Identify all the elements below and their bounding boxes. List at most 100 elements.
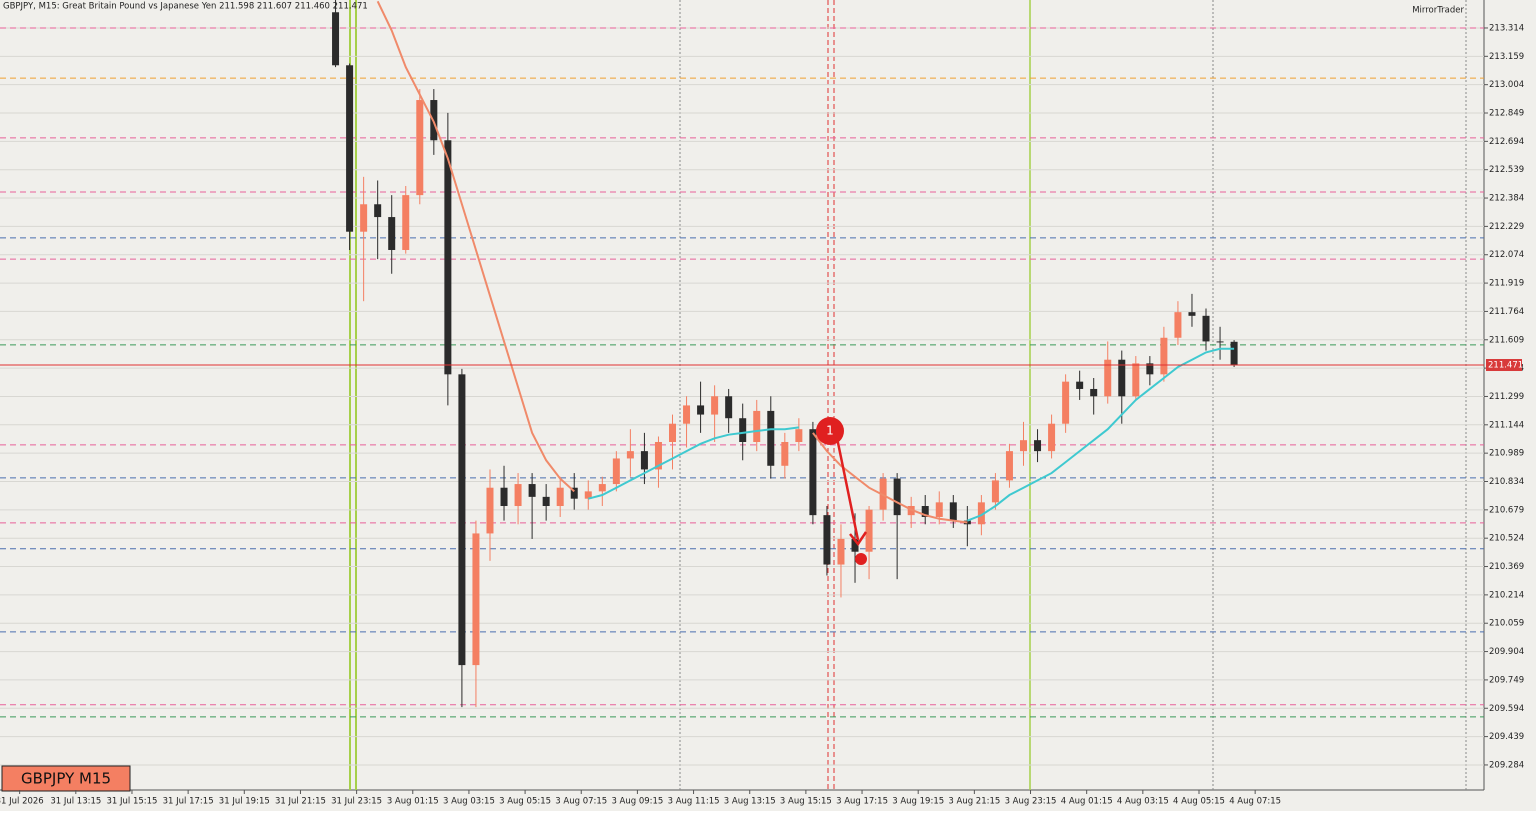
chart-title: GBPJPY, M15: Great Britain Pound vs Japa…	[3, 2, 368, 12]
candle-body	[640, 451, 648, 470]
candle-body	[711, 396, 719, 415]
candle-body	[935, 502, 943, 517]
candle-body	[598, 484, 606, 492]
y-tick-label: 209.904	[1489, 647, 1524, 657]
y-tick-label: 212.074	[1489, 250, 1524, 260]
y-tick-label: 209.284	[1489, 760, 1524, 770]
candle-body	[486, 487, 494, 534]
brand: MirrorTrader	[1412, 6, 1464, 16]
candle-body	[556, 487, 564, 507]
x-tick-label: 4 Aug 07:15	[1229, 797, 1281, 807]
signal-number: 1	[826, 424, 834, 438]
x-tick-label: 3 Aug 21:15	[948, 797, 1000, 807]
y-tick-label: 211.919	[1489, 279, 1524, 289]
y-tick-label: 211.609	[1489, 335, 1524, 345]
symbol-label: GBPJPY M15	[21, 770, 111, 788]
candle-body	[1019, 440, 1027, 452]
y-tick-label: 212.229	[1489, 222, 1524, 232]
candle-body	[570, 487, 578, 499]
signal-badge	[816, 417, 844, 445]
candle-body	[739, 418, 747, 442]
candle-body	[949, 502, 957, 521]
x-tick-label: 4 Aug 01:15	[1061, 797, 1113, 807]
x-tick-label: 3 Aug 19:15	[892, 797, 944, 807]
x-tick-label: 31 Jul 23:15	[331, 797, 382, 807]
candle-body	[1034, 440, 1042, 452]
x-tick-label: 3 Aug 01:15	[387, 797, 439, 807]
candle-body	[626, 451, 634, 459]
signal-dot	[855, 553, 867, 565]
candle-body	[444, 140, 452, 375]
x-tick-label: 4 Aug 03:15	[1117, 797, 1169, 807]
candle-body	[402, 195, 410, 250]
candle-body	[374, 204, 382, 218]
x-tick-label: 31 Jul 17:15	[163, 797, 214, 807]
candle-body	[1062, 381, 1070, 424]
candle-body	[514, 484, 522, 507]
y-tick-label: 210.369	[1489, 562, 1524, 572]
y-tick-label: 212.384	[1489, 194, 1524, 204]
candle-body	[683, 405, 691, 424]
candle-body	[528, 484, 536, 497]
candle-body	[725, 396, 733, 419]
candle-body	[963, 520, 971, 525]
candle-body	[332, 12, 340, 66]
y-tick-label: 211.144	[1489, 420, 1524, 430]
x-tick-label: 3 Aug 11:15	[668, 797, 720, 807]
x-tick-label: 31 Jul 21:15	[275, 797, 326, 807]
candle-body	[612, 458, 620, 485]
candle-body	[1216, 341, 1224, 343]
x-tick-label: 3 Aug 17:15	[836, 797, 888, 807]
candle-body	[360, 204, 368, 232]
arrow	[834, 432, 860, 541]
candle-body	[893, 478, 901, 516]
candle-body	[921, 506, 929, 517]
candle-body	[837, 538, 845, 565]
candle-body	[781, 441, 789, 466]
y-tick-label: 210.059	[1489, 619, 1524, 629]
y-tick-label: 209.749	[1489, 675, 1524, 685]
x-tick-label: 3 Aug 13:15	[724, 797, 776, 807]
y-tick-label: 211.764	[1489, 307, 1524, 317]
y-tick-label: 212.849	[1489, 109, 1524, 119]
candle-body	[823, 515, 831, 565]
x-tick-label: 31 Jul 2026	[0, 797, 44, 807]
y-tick-label: 212.694	[1489, 137, 1524, 147]
price-tag-label: 211.471	[1488, 361, 1523, 371]
candle-body	[1174, 312, 1182, 338]
x-tick-label: 31 Jul 13:15	[50, 797, 101, 807]
y-tick-label: 210.679	[1489, 505, 1524, 515]
plot-area	[0, 0, 1484, 766]
x-tick-label: 31 Jul 15:15	[106, 797, 157, 807]
candle-body	[388, 217, 396, 250]
y-tick-label: 212.539	[1489, 165, 1524, 175]
y-tick-label: 209.594	[1489, 704, 1524, 714]
candle-body	[809, 429, 817, 516]
y-tick-label: 209.439	[1489, 732, 1524, 742]
candle-body	[795, 429, 803, 442]
candle-body	[1005, 451, 1013, 481]
candle-body	[977, 502, 985, 525]
candle-body	[1160, 337, 1168, 375]
candle-body	[1202, 315, 1210, 342]
candle-body	[500, 487, 508, 507]
y-tick-label: 210.524	[1489, 534, 1524, 544]
x-tick-label: 3 Aug 09:15	[611, 797, 663, 807]
candle-body	[1230, 341, 1238, 366]
arrow-head	[849, 531, 868, 547]
x-tick-label: 31 Jul 19:15	[219, 797, 270, 807]
candle-body	[346, 65, 354, 232]
candle-body	[1118, 359, 1126, 397]
y-tick-label: 213.004	[1489, 80, 1524, 90]
y-tick-label: 210.989	[1489, 449, 1524, 459]
candle-body	[416, 100, 424, 196]
candle-body	[851, 538, 859, 552]
candle-body	[991, 480, 999, 503]
candle-body	[767, 410, 775, 466]
x-tick-label: 4 Aug 05:15	[1173, 797, 1225, 807]
symbol-box	[1, 765, 131, 792]
candle-body	[542, 496, 550, 507]
candle-body	[865, 509, 873, 552]
